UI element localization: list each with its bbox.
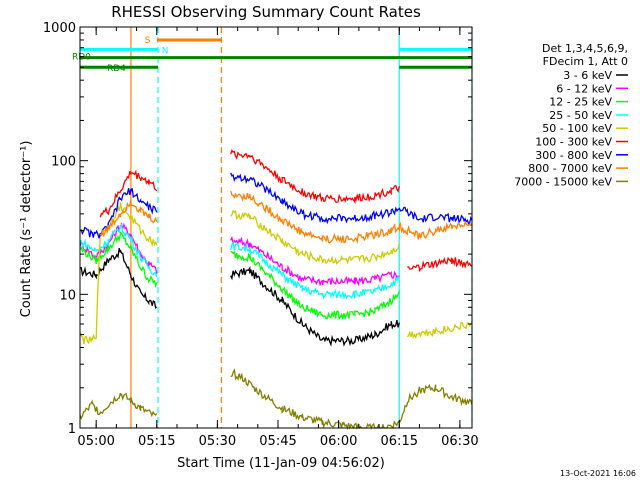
x-tick-label: 05:00 (77, 434, 114, 449)
plot-frame (79, 26, 473, 429)
legend-header-line: Det 1,3,4,5,6,9, (542, 42, 628, 55)
flag-label-n: N (162, 46, 169, 56)
legend-header-line: FDecim 1, Att 0 (543, 55, 628, 68)
series-line-3 (79, 231, 400, 321)
series-line-7 (79, 172, 473, 239)
y-tick-label: 1000 (43, 21, 76, 36)
flag-label-rd0: RD0 (72, 53, 91, 63)
flag-bars: S N RD0 RD4 (72, 36, 472, 74)
x-axis-label: Start Time (11-Jan-09 04:56:02) (177, 456, 385, 471)
legend-label: 800 - 7000 keV (528, 162, 612, 175)
legend-label: 300 - 800 keV (535, 149, 612, 162)
series-line-4 (79, 224, 400, 301)
legend: Det 1,3,4,5,6,9,FDecim 1, Att 03 - 6 keV… (514, 42, 628, 188)
legend-label: 3 - 6 keV (563, 69, 612, 82)
series-line-1 (80, 248, 400, 347)
legend-label: 100 - 300 keV (535, 136, 612, 149)
x-tick-label: 06:15 (381, 434, 418, 449)
y-tick-label: 1 (68, 422, 76, 437)
series-line-5 (79, 202, 473, 345)
chart-title: RHESSI Observing Summary Count Rates (111, 3, 421, 21)
x-tick-label: 05:30 (199, 434, 236, 449)
legend-label: 12 - 25 keV (549, 96, 612, 109)
series-line-8 (99, 190, 473, 245)
flag-label-s: S (145, 36, 151, 46)
legend-label: 6 - 12 keV (556, 82, 612, 95)
y-axis-label: Count Rate (s⁻¹ detector⁻¹) (19, 141, 34, 318)
x-tick-label: 05:15 (138, 434, 175, 449)
legend-label: 50 - 100 keV (542, 122, 612, 135)
footer-date: 13-Oct-2021 16:06 (560, 469, 636, 478)
y-tick-label: 100 (51, 155, 76, 170)
flag-label-rd4: RD4 (107, 64, 126, 74)
series-line-9 (79, 368, 473, 431)
series-line-6 (99, 148, 473, 273)
y-tick-label: 10 (59, 288, 76, 303)
x-tick-label: 05:45 (259, 434, 296, 449)
x-tick-label: 06:30 (441, 434, 478, 449)
axes: 1 10 100 1000 05:00 05:15 05:30 05:45 06:00 06:15… (43, 21, 479, 449)
legend-label: 25 - 50 keV (549, 109, 612, 122)
series-lines (79, 148, 473, 431)
x-tick-label: 06:00 (320, 434, 357, 449)
legend-label: 7000 - 15000 keV (514, 175, 612, 188)
